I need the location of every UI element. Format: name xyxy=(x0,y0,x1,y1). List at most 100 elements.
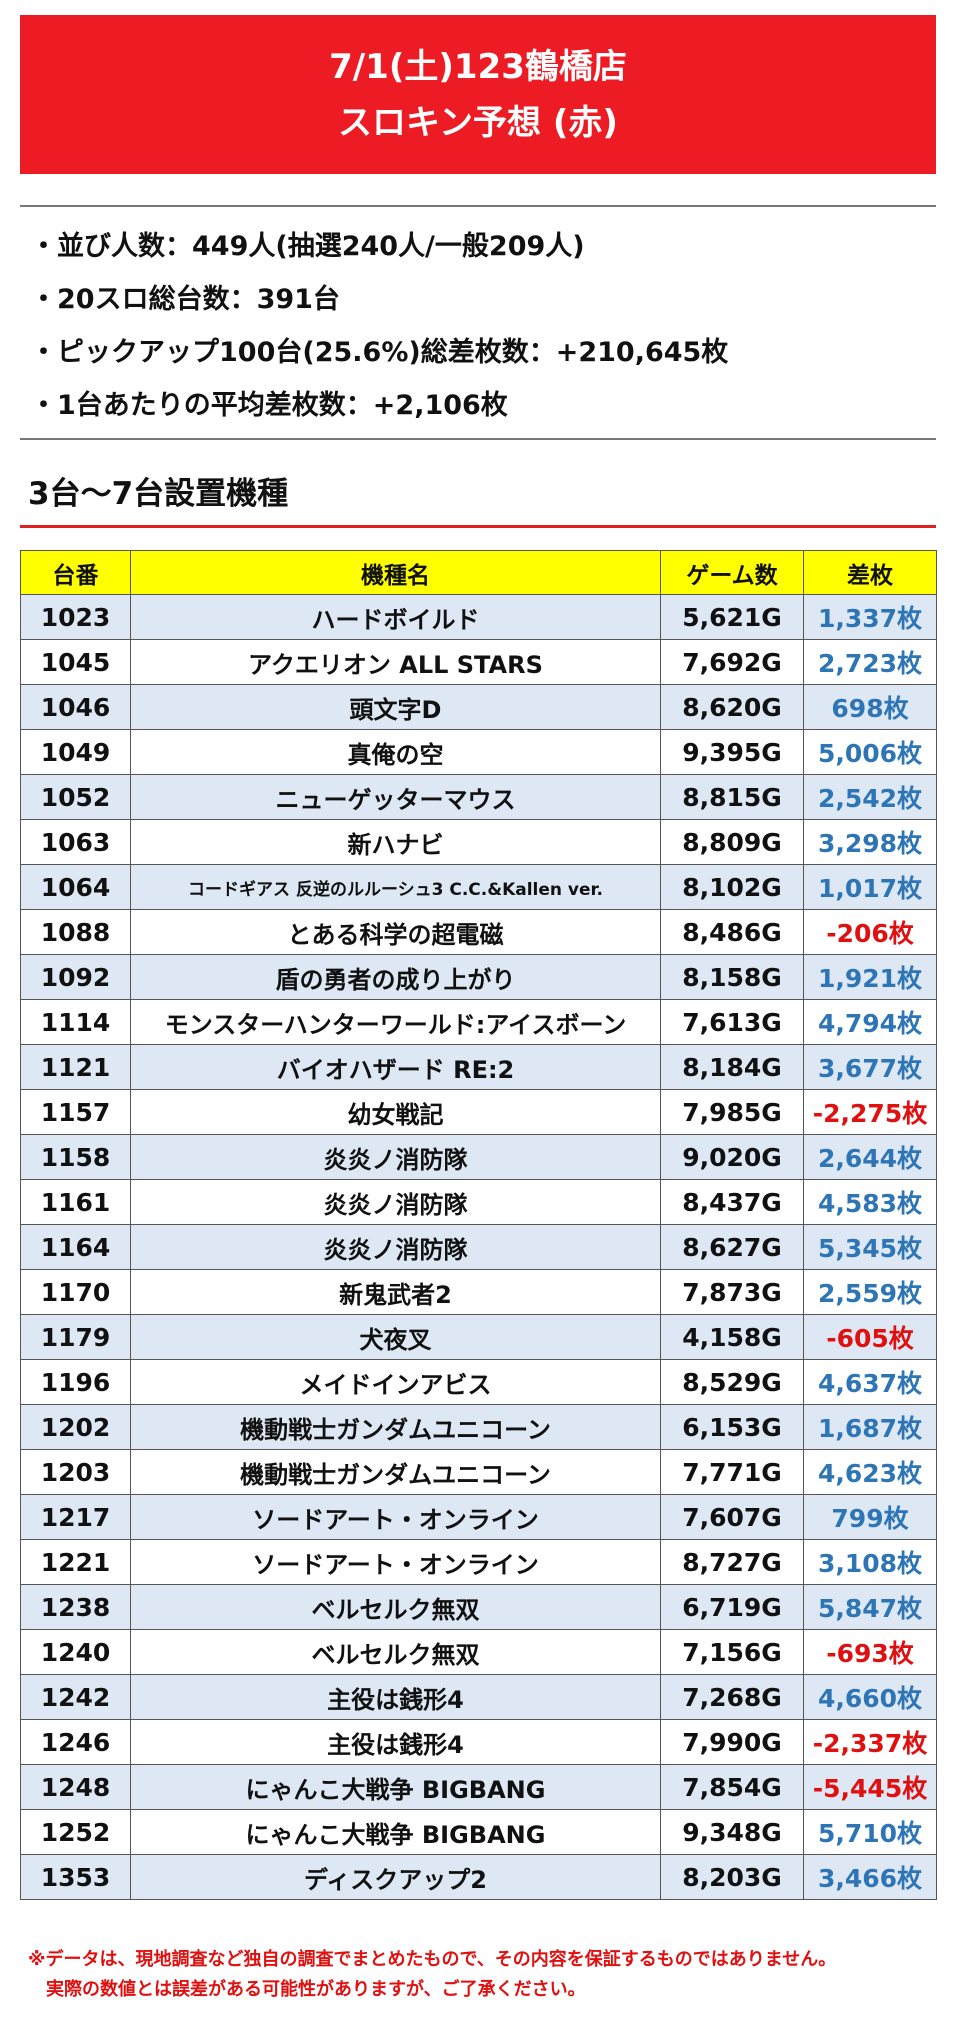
store-title: 7/1(土)123鶴橋店 xyxy=(329,46,627,87)
cell-machine-number: 1196 xyxy=(20,1359,131,1405)
table-row: 1246 主役は銭形4 7,990G -2,337枚 xyxy=(20,1719,937,1765)
cell-machine-number: 1221 xyxy=(20,1539,131,1585)
cell-game-count: 7,990G xyxy=(660,1719,804,1765)
cell-game-count: 8,809G xyxy=(660,819,804,865)
table-row: 1063 新ハナビ 8,809G 3,298枚 xyxy=(20,819,937,865)
cell-machine-number: 1353 xyxy=(20,1854,131,1900)
cell-coin-diff: 3,108枚 xyxy=(803,1539,937,1585)
cell-machine-number: 1238 xyxy=(20,1584,131,1630)
cell-machine-number: 1252 xyxy=(20,1809,131,1855)
cell-machine-number: 1164 xyxy=(20,1224,131,1270)
cell-machine-name: 炎炎ノ消防隊 xyxy=(130,1224,661,1270)
cell-game-count: 8,437G xyxy=(660,1179,804,1225)
table-row: 1221 ソードアート・オンライン 8,727G 3,108枚 xyxy=(20,1539,937,1585)
cell-game-count: 7,985G xyxy=(660,1089,804,1135)
cell-coin-diff: 1,337枚 xyxy=(803,594,937,640)
cell-game-count: 7,268G xyxy=(660,1674,804,1720)
cell-machine-name: 新ハナビ xyxy=(130,819,661,865)
cell-machine-number: 1246 xyxy=(20,1719,131,1765)
cell-coin-diff: 799枚 xyxy=(803,1494,937,1540)
cell-machine-name: 機動戦士ガンダムユニコーン xyxy=(130,1404,661,1450)
cell-machine-number: 1045 xyxy=(20,639,131,685)
cell-machine-name: とある科学の超電磁 xyxy=(130,909,661,955)
cell-coin-diff: 5,847枚 xyxy=(803,1584,937,1630)
cell-coin-diff: -5,445枚 xyxy=(803,1764,937,1810)
cell-machine-name: ハードボイルド xyxy=(130,594,661,640)
disclaimer-line-2: 実際の数値とは誤差がある可能性がありますが、ご了承ください。 xyxy=(46,1979,586,2000)
table-row: 1179 犬夜叉 4,158G -605枚 xyxy=(20,1314,937,1360)
cell-game-count: 7,156G xyxy=(660,1629,804,1675)
cell-machine-name: モンスターハンターワールド:アイスボーン xyxy=(130,999,661,1045)
cell-machine-number: 1248 xyxy=(20,1764,131,1810)
disclaimer-line-1: ※データは、現地調査など独自の調査でまとめたもので、その内容を保証するものではあ… xyxy=(28,1949,837,1970)
cell-machine-number: 1158 xyxy=(20,1134,131,1180)
table-row: 1045 アクエリオン ALL STARS 7,692G 2,723枚 xyxy=(20,639,937,685)
cell-coin-diff: 2,723枚 xyxy=(803,639,937,685)
cell-game-count: 4,158G xyxy=(660,1314,804,1360)
cell-coin-diff: -2,337枚 xyxy=(803,1719,937,1765)
cell-coin-diff: 4,660枚 xyxy=(803,1674,937,1720)
table-row: 1161 炎炎ノ消防隊 8,437G 4,583枚 xyxy=(20,1179,937,1225)
table-row: 1157 幼女戦記 7,985G -2,275枚 xyxy=(20,1089,937,1135)
cell-machine-name: 頭文字D xyxy=(130,684,661,730)
prediction-title: スロキン予想 (赤) xyxy=(338,102,618,143)
cell-machine-number: 1161 xyxy=(20,1179,131,1225)
cell-game-count: 9,395G xyxy=(660,729,804,775)
cell-game-count: 6,719G xyxy=(660,1584,804,1630)
cell-game-count: 9,020G xyxy=(660,1134,804,1180)
cell-coin-diff: 2,559枚 xyxy=(803,1269,937,1315)
cell-game-count: 8,529G xyxy=(660,1359,804,1405)
table-row: 1046 頭文字D 8,620G 698枚 xyxy=(20,684,937,730)
cell-game-count: 8,815G xyxy=(660,774,804,820)
cell-game-count: 5,621G xyxy=(660,594,804,640)
table-row: 1202 機動戦士ガンダムユニコーン 6,153G 1,687枚 xyxy=(20,1404,937,1450)
cell-coin-diff: 5,345枚 xyxy=(803,1224,937,1270)
cell-machine-name: 炎炎ノ消防隊 xyxy=(130,1134,661,1180)
col-header-number: 台番 xyxy=(20,550,131,595)
stat-queue: ・並び人数：449人(抽選240人/一般209人) xyxy=(30,231,585,262)
cell-coin-diff: 3,298枚 xyxy=(803,819,937,865)
cell-machine-name: にゃんこ大戦争 BIGBANG xyxy=(130,1809,661,1855)
table-row: 1049 真俺の空 9,395G 5,006枚 xyxy=(20,729,937,775)
cell-machine-name: 幼女戦記 xyxy=(130,1089,661,1135)
col-header-games: ゲーム数 xyxy=(660,550,804,595)
cell-game-count: 9,348G xyxy=(660,1809,804,1855)
cell-game-count: 7,771G xyxy=(660,1449,804,1495)
cell-machine-name: コードギアス 反逆のルルーシュ3 C.C.&Kallen ver. xyxy=(130,864,661,910)
cell-machine-number: 1052 xyxy=(20,774,131,820)
cell-machine-number: 1049 xyxy=(20,729,131,775)
divider-middle xyxy=(20,438,936,440)
table-row: 1064 コードギアス 反逆のルルーシュ3 C.C.&Kallen ver. 8,1… xyxy=(20,864,937,910)
cell-machine-number: 1179 xyxy=(20,1314,131,1360)
cell-machine-name: 機動戦士ガンダムユニコーン xyxy=(130,1449,661,1495)
cell-machine-number: 1023 xyxy=(20,594,131,640)
table-row: 1203 機動戦士ガンダムユニコーン 7,771G 4,623枚 xyxy=(20,1449,937,1495)
cell-machine-name: バイオハザード RE:2 xyxy=(130,1044,661,1090)
table-row: 1114 モンスターハンターワールド:アイスボーン 7,613G 4,794枚 xyxy=(20,999,937,1045)
cell-machine-name: ディスクアップ2 xyxy=(130,1854,661,1900)
table-row: 1121 バイオハザード RE:2 8,184G 3,677枚 xyxy=(20,1044,937,1090)
cell-coin-diff: 5,710枚 xyxy=(803,1809,937,1855)
table-row: 1238 ベルセルク無双 6,719G 5,847枚 xyxy=(20,1584,937,1630)
cell-coin-diff: 1,687枚 xyxy=(803,1404,937,1450)
cell-coin-diff: 4,637枚 xyxy=(803,1359,937,1405)
cell-game-count: 8,727G xyxy=(660,1539,804,1585)
cell-coin-diff: -206枚 xyxy=(803,909,937,955)
cell-machine-number: 1114 xyxy=(20,999,131,1045)
cell-machine-number: 1170 xyxy=(20,1269,131,1315)
cell-machine-name: ベルセルク無双 xyxy=(130,1584,661,1630)
cell-machine-number: 1217 xyxy=(20,1494,131,1540)
cell-machine-name: 主役は銭形4 xyxy=(130,1719,661,1765)
cell-machine-name: ベルセルク無双 xyxy=(130,1629,661,1675)
cell-machine-name: ソードアート・オンライン xyxy=(130,1539,661,1585)
cell-coin-diff: -605枚 xyxy=(803,1314,937,1360)
cell-machine-number: 1063 xyxy=(20,819,131,865)
cell-machine-number: 1064 xyxy=(20,864,131,910)
cell-machine-name: 真俺の空 xyxy=(130,729,661,775)
cell-coin-diff: -2,275枚 xyxy=(803,1089,937,1135)
cell-game-count: 7,854G xyxy=(660,1764,804,1810)
col-header-diff: 差枚 xyxy=(803,550,937,595)
cell-game-count: 8,486G xyxy=(660,909,804,955)
cell-machine-name: 主役は銭形4 xyxy=(130,1674,661,1720)
cell-machine-name: 犬夜叉 xyxy=(130,1314,661,1360)
